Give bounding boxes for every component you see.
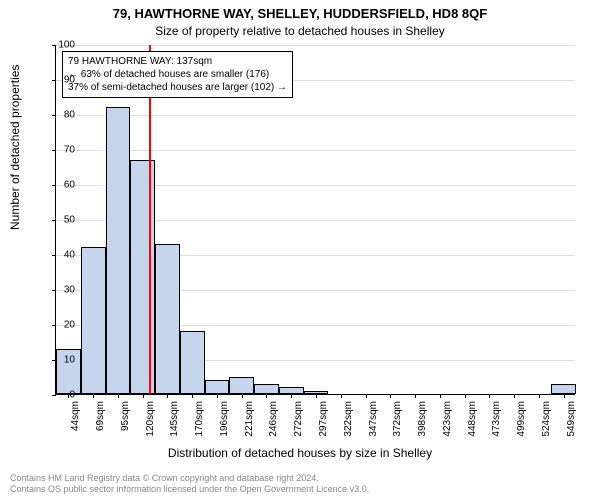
footer-line1: Contains HM Land Registry data © Crown c… — [10, 473, 590, 485]
ytick-label: 90 — [64, 75, 75, 86]
gridline — [56, 115, 575, 116]
xtick-label: 372sqm — [392, 401, 403, 437]
histogram-bar — [106, 107, 131, 394]
ytick-mark — [52, 45, 56, 46]
chart-title: 79, HAWTHORNE WAY, SHELLEY, HUDDERSFIELD… — [0, 6, 600, 21]
xtick-mark — [415, 394, 416, 398]
xtick-label: 120sqm — [145, 401, 156, 437]
histogram-bar — [279, 387, 304, 394]
xtick-mark — [440, 394, 441, 398]
histogram-bar — [180, 331, 205, 394]
xtick-mark — [143, 394, 144, 398]
xtick-mark — [242, 394, 243, 398]
annotation-line2: ← 63% of detached houses are smaller (17… — [68, 68, 287, 81]
ytick-label: 20 — [64, 320, 75, 331]
xtick-mark — [514, 394, 515, 398]
xtick-mark — [316, 394, 317, 398]
chart-subtitle: Size of property relative to detached ho… — [0, 24, 600, 38]
ytick-mark — [52, 150, 56, 151]
xtick-mark — [93, 394, 94, 398]
ytick-mark — [52, 395, 56, 396]
xtick-label: 95sqm — [120, 401, 131, 431]
xtick-label: 196sqm — [219, 401, 230, 437]
ytick-mark — [52, 255, 56, 256]
xtick-label: 322sqm — [343, 401, 354, 437]
ytick-label: 80 — [64, 110, 75, 121]
xtick-mark — [341, 394, 342, 398]
annotation-box: 79 HAWTHORNE WAY: 137sqm ← 63% of detach… — [62, 51, 293, 98]
x-axis-label: Distribution of detached houses by size … — [0, 446, 600, 460]
xtick-mark — [465, 394, 466, 398]
ytick-mark — [52, 115, 56, 116]
xtick-label: 145sqm — [169, 401, 180, 437]
histogram-bar — [155, 244, 180, 395]
ytick-label: 60 — [64, 180, 75, 191]
ytick-label: 50 — [64, 215, 75, 226]
annotation-line3: 37% of semi-detached houses are larger (… — [68, 81, 287, 94]
xtick-label: 297sqm — [318, 401, 329, 437]
xtick-mark — [266, 394, 267, 398]
ytick-label: 10 — [64, 355, 75, 366]
xtick-label: 524sqm — [541, 401, 552, 437]
xtick-label: 246sqm — [268, 401, 279, 437]
ytick-mark — [52, 325, 56, 326]
ytick-mark — [52, 290, 56, 291]
xtick-label: 170sqm — [194, 401, 205, 437]
ytick-mark — [52, 185, 56, 186]
xtick-mark — [167, 394, 168, 398]
xtick-label: 44sqm — [70, 401, 81, 431]
xtick-label: 69sqm — [95, 401, 106, 431]
histogram-bar — [551, 384, 576, 395]
ytick-label: 70 — [64, 145, 75, 156]
xtick-mark — [366, 394, 367, 398]
plot-area: 79 HAWTHORNE WAY: 137sqm ← 63% of detach… — [55, 45, 575, 395]
ytick-label: 100 — [58, 40, 75, 51]
xtick-label: 423sqm — [442, 401, 453, 437]
xtick-mark — [192, 394, 193, 398]
xtick-mark — [539, 394, 540, 398]
xtick-label: 549sqm — [566, 401, 577, 437]
xtick-label: 448sqm — [467, 401, 478, 437]
xtick-mark — [118, 394, 119, 398]
histogram-bar — [254, 384, 279, 395]
chart-container: 79, HAWTHORNE WAY, SHELLEY, HUDDERSFIELD… — [0, 0, 600, 500]
histogram-bar — [81, 247, 106, 394]
ytick-mark — [52, 80, 56, 81]
ytick-label: 40 — [64, 250, 75, 261]
xtick-label: 221sqm — [244, 401, 255, 437]
ytick-label: 0 — [69, 390, 75, 401]
footer: Contains HM Land Registry data © Crown c… — [10, 473, 590, 496]
gridline — [56, 150, 575, 151]
xtick-mark — [489, 394, 490, 398]
footer-line2: Contains OS public sector information li… — [10, 484, 590, 496]
histogram-bar — [205, 380, 230, 394]
xtick-label: 272sqm — [293, 401, 304, 437]
xtick-mark — [291, 394, 292, 398]
gridline — [56, 45, 575, 46]
ytick-label: 30 — [64, 285, 75, 296]
ytick-mark — [52, 220, 56, 221]
xtick-label: 473sqm — [491, 401, 502, 437]
histogram-bar — [229, 377, 254, 395]
xtick-mark — [217, 394, 218, 398]
xtick-label: 347sqm — [368, 401, 379, 437]
xtick-label: 499sqm — [516, 401, 527, 437]
y-axis-label: Number of detached properties — [8, 65, 22, 230]
xtick-mark — [564, 394, 565, 398]
xtick-mark — [390, 394, 391, 398]
annotation-line1: 79 HAWTHORNE WAY: 137sqm — [68, 55, 287, 68]
xtick-label: 398sqm — [417, 401, 428, 437]
